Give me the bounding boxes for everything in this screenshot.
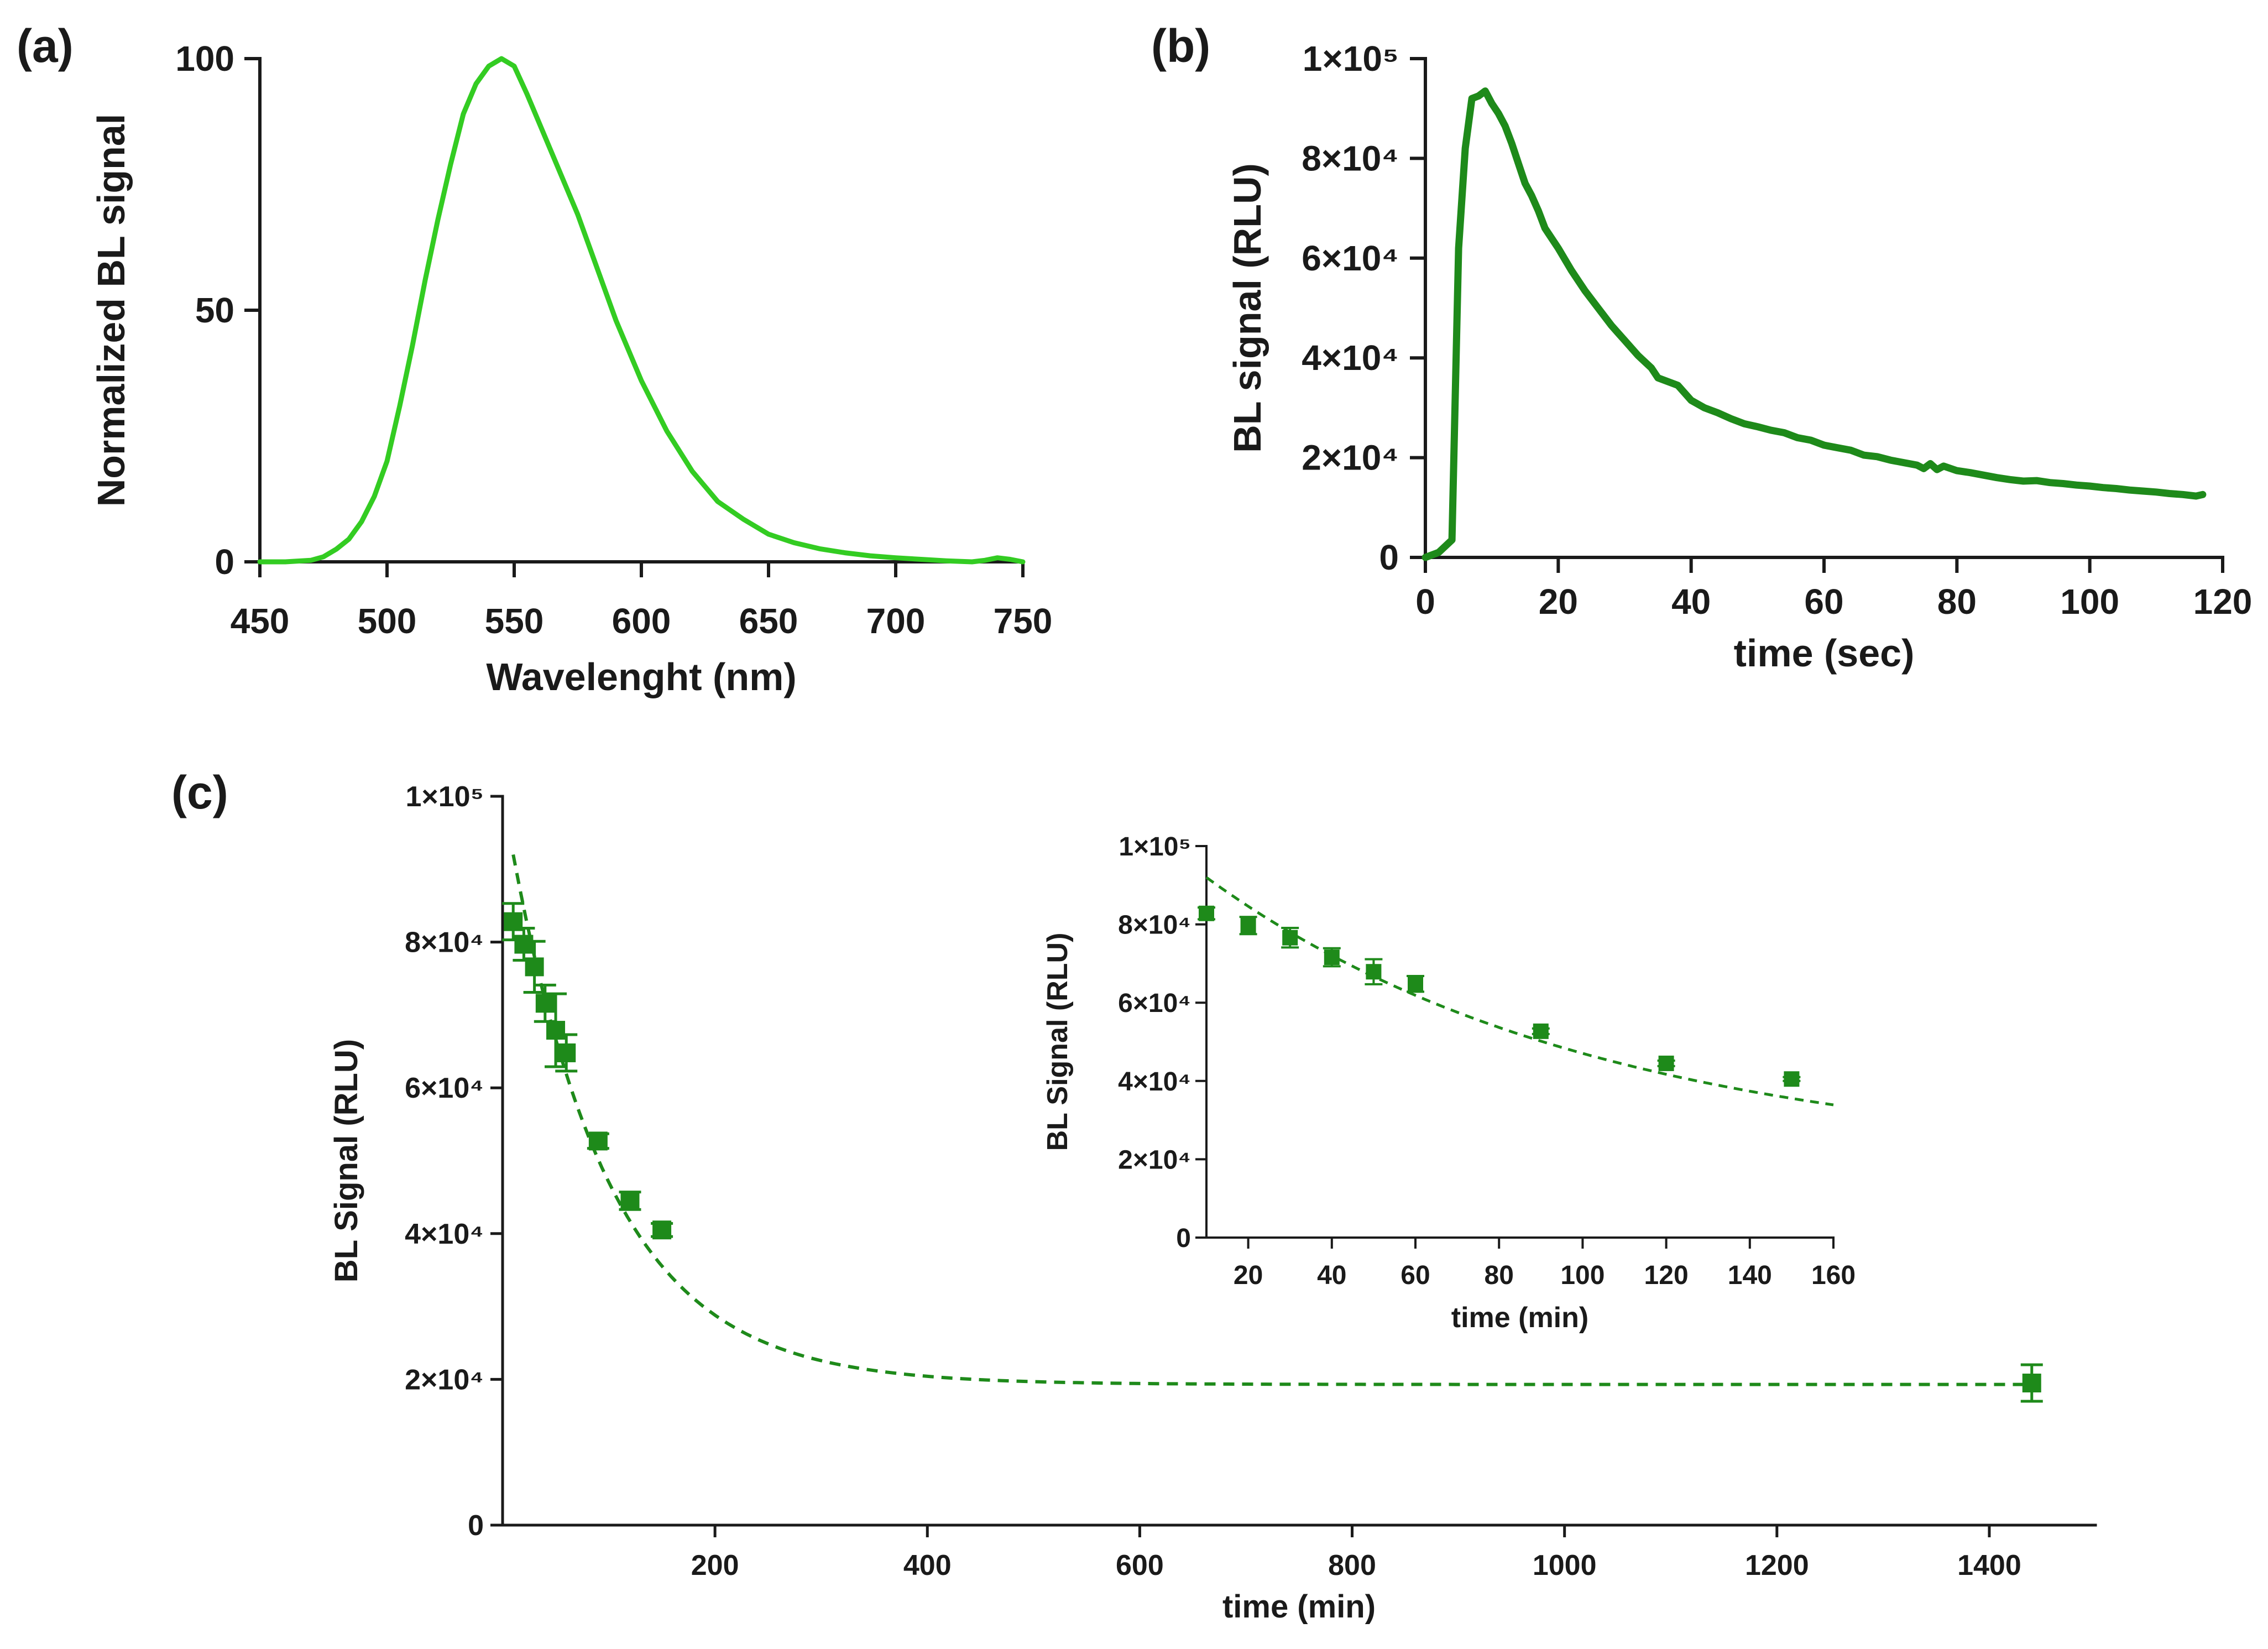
x-tick-label: 200 (691, 1549, 739, 1582)
x-tick-label: 160 (1811, 1261, 1856, 1290)
x-tick-label: 120 (1644, 1261, 1689, 1290)
x-tick-label: 80 (1485, 1261, 1514, 1290)
data-point-marker (620, 1191, 640, 1210)
x-tick-label: 120 (2193, 582, 2253, 622)
x-tick-label: 500 (358, 601, 417, 641)
y-tick-label: 8×10⁴ (1302, 138, 1399, 178)
y-tick-label: 0 (468, 1510, 484, 1542)
chart-b: 0 20 40 60 80 100 120 0 2×10⁴ 4×10⁴ 6×10⁴ 8×10⁴ 1×10… (1226, 39, 2252, 675)
x-axis-title: time (min) (1222, 1589, 1376, 1625)
chart-c-inset: 20 40 60 80 100 120 140 160 0 2×10⁴ 4×10⁴ 6×10⁴ 8×10… (1042, 832, 1856, 1334)
data-point-marker (557, 1043, 576, 1062)
x-tick-label: 100 (2060, 582, 2119, 622)
data-point-marker (1366, 964, 1382, 980)
y-tick-label: 2×10⁴ (405, 1364, 484, 1396)
x-tick-label: 600 (1116, 1549, 1164, 1582)
x-axis-title: Wavelenght (nm) (486, 655, 796, 698)
x-tick-label: 60 (1400, 1261, 1430, 1290)
y-tick-label: 100 (175, 39, 234, 79)
x-tick-label: 140 (1728, 1261, 1772, 1290)
series-line-emission-spectrum (257, 56, 1026, 565)
panel-label-c: (c) (171, 766, 228, 818)
data-point-marker (1658, 1055, 1674, 1071)
x-tick-label: 600 (612, 601, 671, 641)
y-tick-label: 4×10⁴ (1302, 338, 1399, 378)
y-tick-label: 1×10⁵ (1119, 832, 1191, 862)
y-tick-label: 0 (215, 542, 234, 582)
x-tick-label: 400 (903, 1549, 952, 1582)
data-point-marker (514, 935, 534, 954)
x-tick-label: 40 (1317, 1261, 1346, 1290)
y-axis-title: BL Signal (RLU) (1042, 933, 1074, 1151)
y-tick-label: 2×10⁴ (1302, 438, 1399, 478)
y-axis-title: BL signal (RLU) (1226, 163, 1269, 453)
panel-label-a: (a) (17, 20, 74, 72)
data-point-marker (546, 1021, 566, 1040)
y-tick-label: 8×10⁴ (1118, 911, 1191, 940)
y-tick-label: 1×10⁵ (405, 781, 484, 813)
y-tick-label: 8×10⁴ (405, 927, 484, 959)
x-tick-label: 80 (1937, 582, 1977, 622)
y-tick-label: 2×10⁴ (1118, 1145, 1191, 1175)
y-axis-title: Normalized BL signal (90, 114, 133, 507)
x-tick-label: 0 (1415, 582, 1435, 622)
data-point-marker (1324, 949, 1340, 966)
y-tick-label: 1×10⁵ (1303, 39, 1399, 79)
x-tick-label: 450 (231, 601, 290, 641)
y-axis-title: BL Signal (RLU) (328, 1039, 364, 1282)
data-point-marker (525, 957, 544, 977)
data-point-marker (1240, 917, 1256, 933)
chart-a: 450 500 550 600 650 700 750 0 50 100 Wavelenght (n… (90, 39, 1052, 698)
x-tick-label: 20 (1539, 582, 1578, 622)
x-tick-label: 100 (1560, 1261, 1605, 1290)
x-tick-label: 1000 (1533, 1549, 1597, 1582)
y-tick-label: 6×10⁴ (1118, 989, 1191, 1018)
y-tick-label: 0 (1379, 538, 1399, 577)
series-line-bl-kinetics (1422, 87, 2207, 561)
panel-label-b: (b) (1151, 20, 1210, 72)
x-tick-label: 40 (1671, 582, 1711, 622)
fit-curve-dashed (511, 854, 2032, 1386)
x-axis-title: time (min) (1451, 1302, 1588, 1334)
y-tick-label: 0 (1176, 1224, 1191, 1253)
data-point-marker (588, 1131, 608, 1151)
x-tick-label: 700 (866, 601, 926, 641)
data-point-marker (1533, 1023, 1549, 1039)
x-axis-title: time (sec) (1734, 632, 1915, 675)
data-point-marker (1282, 930, 1298, 946)
x-tick-label: 20 (1234, 1261, 1263, 1290)
chart-c: 200 400 600 800 1000 1200 140002×10⁴4×10⁴6×10⁴… (328, 781, 2097, 1625)
y-tick-label: 6×10⁴ (405, 1072, 484, 1104)
x-tick-label: 550 (485, 601, 544, 641)
x-tick-label: 650 (739, 601, 798, 641)
y-tick-label: 4×10⁴ (405, 1218, 484, 1250)
y-tick-label: 6×10⁴ (1302, 238, 1399, 278)
x-tick-label: 1400 (1957, 1549, 2021, 1582)
x-tick-label: 60 (1804, 582, 1843, 622)
data-point-marker (1199, 905, 1214, 921)
x-tick-label: 800 (1328, 1549, 1376, 1582)
x-tick-label: 750 (994, 601, 1053, 641)
y-tick-label: 50 (195, 290, 234, 330)
x-tick-label: 1200 (1745, 1549, 1809, 1582)
data-point-marker (1408, 976, 1423, 992)
fit-curve-dashed (1205, 876, 1834, 1107)
data-point-marker (652, 1220, 672, 1240)
data-point-marker (535, 994, 555, 1013)
data-point-marker (2022, 1373, 2041, 1392)
data-point-marker (1784, 1071, 1800, 1087)
y-tick-label: 4×10⁴ (1118, 1067, 1191, 1097)
